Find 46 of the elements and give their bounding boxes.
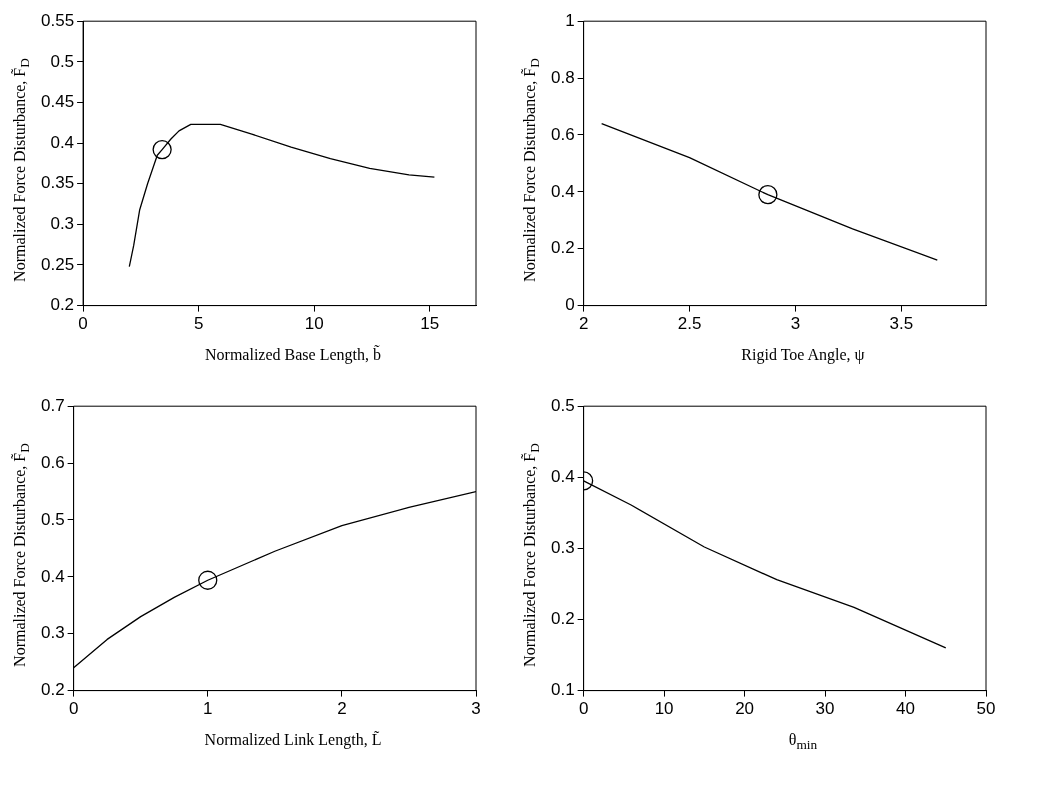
y-tick-label: 0.4 <box>40 566 65 586</box>
x-tick-label: 40 <box>896 699 915 719</box>
y-tick-label: 0.3 <box>40 623 65 643</box>
x-tick-label: 50 <box>976 699 996 719</box>
y-tick-label: 0.2 <box>550 238 575 258</box>
x-tick-label: 2 <box>337 699 347 719</box>
y-tick-label: 0.1 <box>550 680 575 700</box>
x-axis-title: Rigid Toe Angle, ψ <box>740 346 866 364</box>
x-tick-label: 1 <box>203 699 213 719</box>
y-tick-label: 0.3 <box>550 538 575 558</box>
x-tick-label: 10 <box>654 699 674 719</box>
y-tick-label: 0.4 <box>50 132 75 152</box>
y-tick-label: 0.2 <box>50 295 75 315</box>
y-tick-label: 0.4 <box>550 466 575 486</box>
y-tick-label: 0.5 <box>550 395 575 415</box>
y-tick-label: 0.7 <box>40 395 65 415</box>
x-tick-label: 2.5 <box>677 314 702 334</box>
y-tick-label: 0.5 <box>40 509 65 529</box>
x-tick-label: 15 <box>420 314 440 334</box>
y-tick-label: 0.2 <box>550 609 575 629</box>
x-axis-title: Normalized Link Length, L̃ <box>203 731 383 749</box>
x-tick-label: 3 <box>471 699 481 719</box>
y-tick-label: 1 <box>565 10 575 30</box>
x-tick-label: 0 <box>578 699 589 719</box>
y-tick-label: 0.3 <box>50 214 75 234</box>
x-tick-label: 30 <box>815 699 835 719</box>
y-tick-label: 0.25 <box>40 254 75 274</box>
x-tick-label: 20 <box>735 699 755 719</box>
x-tick-label: 5 <box>193 314 204 334</box>
y-tick-label: 0.45 <box>40 92 75 112</box>
x-tick-label: 3 <box>790 314 801 334</box>
x-axis-title: Normalized Base Length, b̃ <box>204 346 382 364</box>
y-tick-label: 0.8 <box>550 67 575 87</box>
x-axis-title: θ$_{min}$ <box>787 731 819 754</box>
x-tick-label: 0 <box>78 314 88 334</box>
y-tick-label: 0.35 <box>40 173 75 193</box>
y-tick-label: 0.6 <box>550 124 575 144</box>
y-tick-label: 0 <box>565 295 575 315</box>
y-tick-label: 0.2 <box>40 680 65 700</box>
x-tick-label: 10 <box>304 314 324 334</box>
y-tick-label: 0.6 <box>40 452 65 472</box>
y-tick-label: 0.5 <box>50 51 75 71</box>
y-tick-label: 0.4 <box>550 181 575 201</box>
x-tick-label: 3.5 <box>889 314 914 334</box>
x-tick-label: 2 <box>578 314 589 334</box>
y-tick-label: 0.55 <box>40 10 75 30</box>
